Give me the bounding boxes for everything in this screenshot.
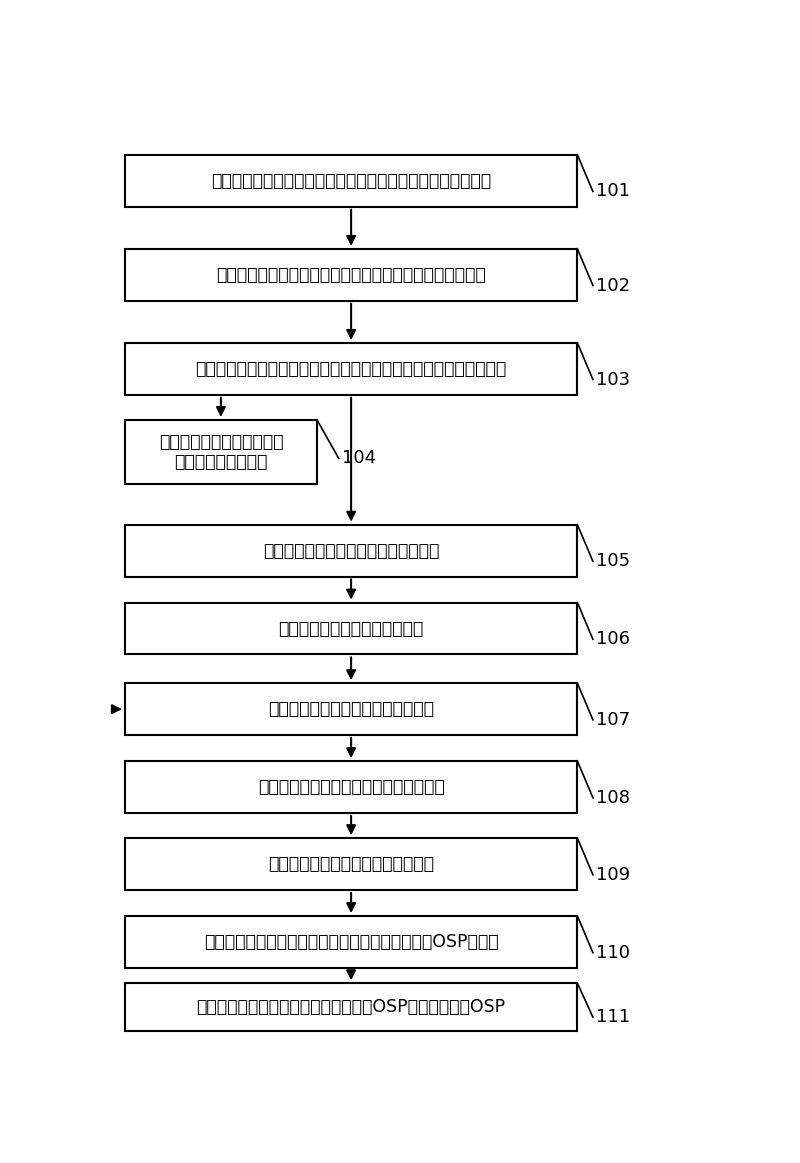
Bar (125, 602, 578, 655)
Text: 109: 109 (596, 865, 630, 884)
Bar (125, 420, 317, 484)
Text: 在第一表面露出的需电镀表面金属电镀物的区域镀上表面金属电镀物: 在第一表面露出的需电镀表面金属电镀物的区域镀上表面金属电镀物 (195, 359, 506, 378)
Text: 103: 103 (596, 371, 630, 388)
Bar (125, 839, 578, 890)
Text: 在已镀上表面金属电镀物的
第一表面覆盖保护层: 在已镀上表面金属电镀物的 第一表面覆盖保护层 (158, 433, 283, 471)
Text: 105: 105 (596, 552, 630, 570)
Text: 通过曝光显影露出已形成线路的第二表面上需形成OSP的区域: 通过曝光显影露出已形成线路的第二表面上需形成OSP的区域 (204, 933, 498, 951)
Text: 在封装基板的第二表面和已形成线路的第一表面上覆盖保护层: 在封装基板的第二表面和已形成线路的第一表面上覆盖保护层 (211, 172, 491, 190)
Text: 111: 111 (596, 1008, 630, 1026)
Text: 在已形成线路的第二表面露出的需形成OSP的区域加工出OSP: 在已形成线路的第二表面露出的需形成OSP的区域加工出OSP (197, 998, 506, 1015)
Text: 101: 101 (596, 183, 630, 200)
Bar (125, 983, 578, 1030)
Bar (125, 916, 578, 968)
Text: 在封装基板第二表面覆盖保护层: 在封装基板第二表面覆盖保护层 (278, 620, 424, 637)
Text: 在已形成线路的第二表面覆盖保护层: 在已形成线路的第二表面覆盖保护层 (268, 855, 434, 873)
Text: 去除封装基板第二表面上的剩余保护层: 去除封装基板第二表面上的剩余保护层 (263, 542, 439, 559)
Text: 104: 104 (342, 449, 376, 468)
Text: 在覆盖保护层的第二表面上形成线路: 在覆盖保护层的第二表面上形成线路 (268, 700, 434, 718)
Text: 去除已形成线路的第二表面的剩余保护层: 去除已形成线路的第二表面的剩余保护层 (258, 778, 445, 795)
Text: 通过曝光显影露出第一表面上需电镀表面金属电镀物的区域: 通过曝光显影露出第一表面上需电镀表面金属电镀物的区域 (216, 266, 486, 284)
Text: 107: 107 (596, 711, 630, 729)
Bar (125, 761, 578, 813)
Bar (125, 343, 578, 394)
Text: 106: 106 (596, 630, 630, 648)
Bar (125, 155, 578, 207)
Bar (125, 249, 578, 301)
Text: 108: 108 (596, 789, 630, 807)
Bar (125, 525, 578, 577)
Bar (125, 683, 578, 735)
Text: 102: 102 (596, 277, 630, 294)
Text: 110: 110 (596, 943, 630, 962)
